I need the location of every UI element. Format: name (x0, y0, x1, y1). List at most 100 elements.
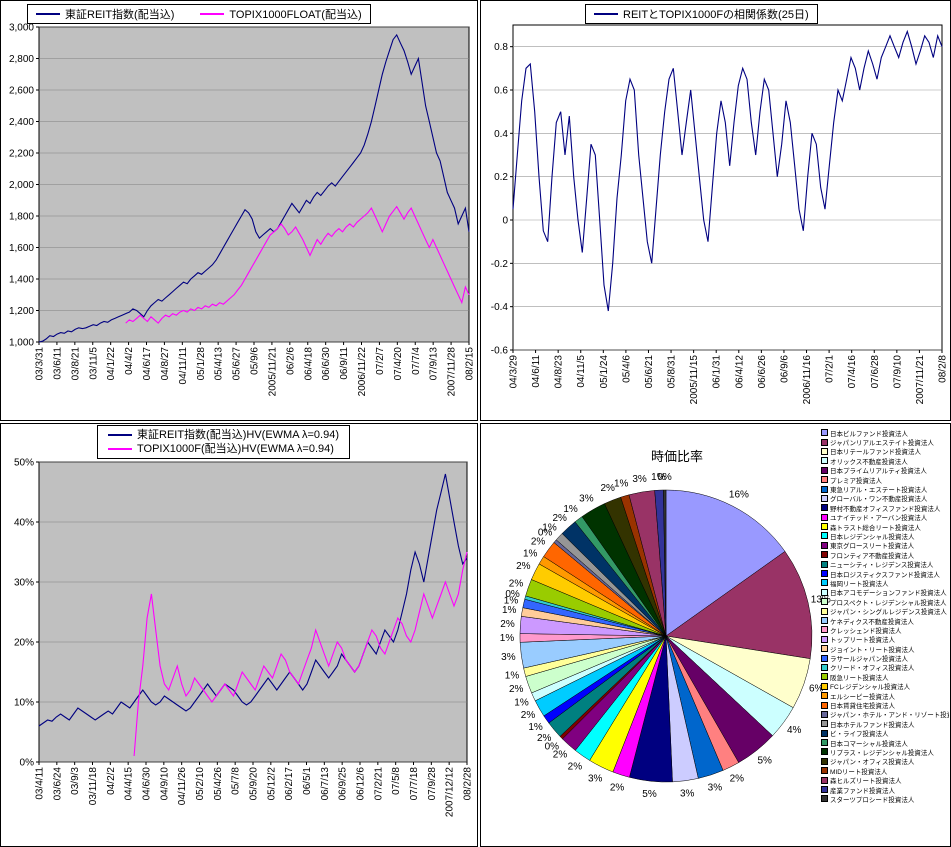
legend-fund-name: ケネディクス不動産投資法人 (830, 618, 914, 626)
pie-slice-label: 3% (579, 493, 594, 504)
svg-text:05/4/26: 05/4/26 (213, 767, 224, 801)
legend-swatch-icon (821, 710, 828, 718)
svg-text:04/2/2: 04/2/2 (106, 767, 117, 795)
legend-label: 東証REIT指数(配当込) (65, 9, 175, 21)
pie-slice-label: 2% (509, 684, 524, 695)
svg-text:07/4/20: 07/4/20 (393, 347, 404, 381)
svg-text:07/2/21: 07/2/21 (373, 767, 384, 801)
legend-fund-name: 日本ビルファンド投資法人 (830, 430, 908, 438)
svg-text:04/8/27: 04/8/27 (160, 347, 171, 381)
pie-slice-label: 6% (809, 683, 824, 694)
pie-slice-label: 1% (528, 722, 543, 733)
x-axis: 04/3/29 04/6/11 04/8/23 04/11/5 05/1/24 05/4/… (509, 350, 949, 404)
legend-swatch-icon (821, 786, 828, 794)
pie-legend-item: 野村不動産オフィスファンド投資法人 (821, 503, 949, 513)
svg-text:07/2/7: 07/2/7 (375, 347, 386, 375)
svg-text:06/6/26: 06/6/26 (757, 355, 768, 389)
svg-text:2007/11/28: 2007/11/28 (447, 347, 458, 397)
pie-slice (665, 489, 786, 637)
pie-legend-item: 日本ホテルファンド投資法人 (821, 719, 949, 729)
svg-text:06/9/25: 06/9/25 (338, 767, 349, 801)
pie-slice-label: 3% (632, 474, 647, 485)
legend-fund-name: 東京グロースリート投資法人 (830, 543, 915, 551)
svg-text:03/6/24: 03/6/24 (52, 767, 63, 801)
legend-swatch-icon (821, 429, 828, 437)
pie-legend-item: 日本ビルファンド投資法人 (821, 428, 949, 437)
pie-slice-label: 1% (500, 633, 515, 644)
pie-legend-item: 日本ロジスティクスファンド投資法人 (821, 569, 949, 578)
pie-slice-label: 5% (642, 789, 657, 800)
svg-text:04/4/2: 04/4/2 (124, 347, 135, 375)
pie-slice-label: 2% (521, 710, 536, 721)
pie-slice-label: 2% (537, 733, 552, 744)
svg-text:40%: 40% (14, 518, 34, 529)
reit-index-line-chart: 1,000 1,200 1,400 1,600 1,800 2,000 2,200 2,400… (1, 1, 477, 420)
legend-fund-name: フロンティア不動産投資法人 (830, 552, 915, 560)
line-sample-icon (594, 13, 618, 15)
pie-legend-item: 森トラスト総合リート投資法人 (821, 522, 949, 531)
legend-swatch-icon (821, 598, 828, 606)
pie-legend-item: スターツプロシード投資法人 (821, 794, 949, 804)
pie-slice-label: 1% (504, 596, 519, 607)
legend-swatch-icon (821, 485, 828, 493)
legend-label: 東証REIT指数(配当込)HV(EWMA λ=0.94) (137, 429, 339, 441)
legend-swatch-icon (821, 682, 828, 690)
svg-text:-0.2: -0.2 (491, 259, 509, 270)
legend-fund-name: 森トラスト総合リート投資法人 (830, 524, 921, 532)
correlation-legend: REITとTOPIX1000Fの相関係数(25日) (585, 4, 818, 24)
svg-text:20%: 20% (14, 638, 34, 649)
legend-swatch-icon (821, 617, 828, 624)
svg-text:05/12/2: 05/12/2 (266, 767, 277, 801)
pie-legend-item: クレッシェンド投資法人 (821, 625, 949, 635)
pie-slice (665, 551, 813, 659)
svg-text:2005/11/15: 2005/11/15 (689, 355, 700, 405)
legend-swatch-icon (821, 466, 828, 474)
panel-hv-chart: 0% 10% 20% 30% 40% 50% 03/4/11 03/6/24 03/9/3 03/… (0, 423, 478, 847)
legend-fund-name: エルシーピー投資法人 (830, 693, 895, 701)
legend-swatch-icon (821, 447, 828, 455)
pie-legend-item: 産業ファンド投資法人 (821, 785, 949, 794)
svg-text:04/6/17: 04/6/17 (142, 347, 153, 381)
pie-legend-item: エルシーピー投資法人 (821, 691, 949, 700)
legend-swatch-icon (821, 739, 828, 747)
pie-legend-item: プロスペクト・レジデンシャル投資法人 (821, 597, 949, 606)
pie-slice-label: 0% (657, 472, 672, 483)
pie-slice-label: 2% (568, 761, 583, 772)
legend-swatch-icon (821, 776, 828, 784)
pie-legend-item: ユナイテッド・アーバン投資法人 (821, 513, 949, 522)
svg-text:2,000: 2,000 (9, 180, 34, 191)
pie-legend-item: ケネディクス不動産投資法人 (821, 616, 949, 625)
svg-text:03/11/5: 03/11/5 (88, 347, 99, 380)
legend-swatch-icon (821, 701, 828, 709)
pie-chart-title: 時価比率 (651, 449, 704, 464)
svg-text:05/9/20: 05/9/20 (249, 767, 260, 801)
pie-slice-label: 1% (514, 697, 529, 708)
pie-slice-label: 3% (501, 652, 516, 663)
svg-text:07/6/28: 07/6/28 (870, 355, 881, 389)
pie-legend: 日本ビルファンド投資法人 ジャパンリアルエステイト投資法人 日本リテールファンド投資… (821, 428, 949, 804)
svg-text:04/6/11: 04/6/11 (531, 355, 542, 388)
pie-legend-item: ジョイント・リート投資法人 (821, 644, 949, 653)
svg-text:05/2/10: 05/2/10 (195, 767, 206, 801)
legend-fund-name: 日本ホテルファンド投資法人 (830, 721, 915, 729)
series-line (38, 473, 468, 727)
pie-slice-label: 0% (538, 528, 553, 539)
svg-text:03/3/31: 03/3/31 (35, 347, 46, 381)
x-axis: 03/3/31 03/6/11 03/8/21 03/11/5 04/1/22 04/4/… (35, 342, 476, 396)
line-sample-icon (36, 13, 60, 15)
pie-chart-svg: 16%13%6%4%5%2%3%3%5%2%3%2%2%0%2%1%2%1%2%… (500, 472, 831, 800)
legend-fund-name: グローバル・ワン不動産投資法人 (830, 496, 928, 504)
svg-text:2007/11/21: 2007/11/21 (915, 355, 926, 405)
hv-line-chart: 0% 10% 20% 30% 40% 50% 03/4/11 03/6/24 03/9/3 03/… (1, 424, 477, 846)
pie-legend-item: FCレジデンシャル投資法人 (821, 682, 949, 691)
legend-fund-name: ジャパン・シングルレジデンス投資法人 (830, 609, 947, 616)
legend-fund-name: クリード・オフィス投資法人 (830, 665, 915, 673)
svg-text:05/8/31: 05/8/31 (667, 355, 678, 389)
pie-slice-label: 2% (516, 561, 531, 572)
pie-legend-item: ジャパンリアルエステイト投資法人 (821, 437, 949, 447)
svg-text:0.8: 0.8 (494, 42, 508, 53)
svg-text:1,200: 1,200 (9, 306, 34, 317)
legend-swatch-icon (821, 523, 828, 531)
pie-slice-label: 2% (600, 483, 615, 494)
svg-text:0.6: 0.6 (494, 86, 508, 97)
